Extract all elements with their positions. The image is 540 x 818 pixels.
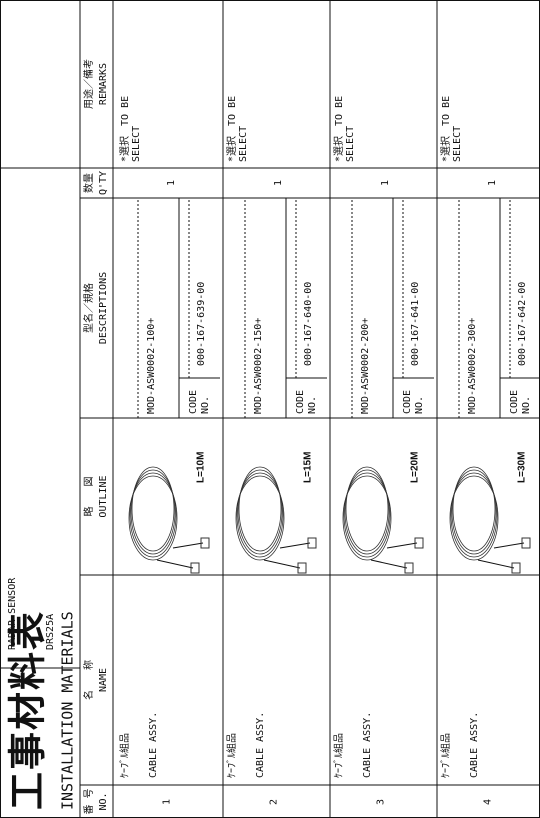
connector xyxy=(200,537,210,549)
cable-coil xyxy=(131,466,175,552)
code-label: CODE xyxy=(188,390,199,414)
code-label: CODE xyxy=(402,390,413,414)
column-header-ja: 型名／規格 xyxy=(82,283,95,333)
type: MOD-ASW0002-200+ xyxy=(360,318,371,414)
column-header-ja: 数量 xyxy=(82,173,95,193)
connector xyxy=(307,537,317,549)
cable-coil xyxy=(128,475,178,561)
code-label: NO. xyxy=(414,396,425,414)
name-ja: ｹｰﾌﾞﾙ組品 xyxy=(332,733,345,778)
cable-coil xyxy=(449,475,499,561)
column-header-en: REMARKS xyxy=(98,63,109,105)
length-label: L=20M xyxy=(410,452,421,483)
column-header-ja: 名 称 xyxy=(82,660,95,700)
cable-tail xyxy=(263,559,301,569)
remarks: *選択 TO BE xyxy=(118,96,131,162)
type: MOD-ASW0002-150+ xyxy=(253,318,264,414)
code-label: NO. xyxy=(200,396,211,414)
row-no: 2 xyxy=(269,799,280,805)
cable-tail xyxy=(386,542,418,549)
code-label: CODE xyxy=(509,390,520,414)
cable-coil xyxy=(130,469,176,555)
connector xyxy=(521,537,531,549)
cable-coil xyxy=(238,466,282,552)
subtitle: INSTALLATION MATERIALS xyxy=(59,611,77,810)
column-header-ja: 用途／備考 xyxy=(82,59,95,109)
connector xyxy=(511,562,521,574)
length-label: L=10M xyxy=(196,452,207,483)
cable-tail xyxy=(477,559,515,569)
cable-coil xyxy=(345,466,389,552)
row-no: 1 xyxy=(162,799,173,805)
cable-tail xyxy=(279,542,311,549)
qty: 1 xyxy=(273,180,284,186)
name-en: CABLE ASSY. xyxy=(362,712,373,778)
name-ja: ｹｰﾌﾞﾙ組品 xyxy=(225,733,238,778)
cable-coil xyxy=(236,472,284,558)
column-header-en: OUTLINE xyxy=(98,475,109,517)
remarks: *選択 TO BE xyxy=(332,96,345,162)
cable-coil xyxy=(129,472,177,558)
model: DRS25A xyxy=(45,614,56,650)
column-header-en: NO. xyxy=(98,792,109,810)
remarks: SELECT xyxy=(131,126,142,162)
length-label: L=15M xyxy=(303,452,314,483)
name-en: CABLE ASSY. xyxy=(469,712,480,778)
type: MOD-ASW0002-100+ xyxy=(146,318,157,414)
product: RADAR SENSOR xyxy=(7,577,18,650)
length-label: L=30M xyxy=(517,452,528,483)
column-header-en: NAME xyxy=(98,668,109,692)
cable-tail xyxy=(370,559,408,569)
cable-coil xyxy=(343,472,391,558)
code-label: NO. xyxy=(521,396,532,414)
name-en: CABLE ASSY. xyxy=(255,712,266,778)
qty: 1 xyxy=(380,180,391,186)
code-label: NO. xyxy=(307,396,318,414)
column-header-en: DESCRIPTIONS xyxy=(98,272,109,344)
connector xyxy=(404,562,414,574)
qty: 1 xyxy=(487,180,498,186)
cable-tail xyxy=(172,542,204,549)
type: MOD-ASW0002-300+ xyxy=(467,318,478,414)
cable-coil xyxy=(452,466,496,552)
remarks: *選択 TO BE xyxy=(225,96,238,162)
cable-coil xyxy=(235,475,285,561)
connector xyxy=(414,537,424,549)
row-no: 4 xyxy=(483,799,494,805)
name-ja: ｹｰﾌﾞﾙ組品 xyxy=(118,733,131,778)
cable-tail xyxy=(493,542,525,549)
row-no: 3 xyxy=(376,799,387,805)
cable-coil xyxy=(344,469,390,555)
code: 000-167-640-00 xyxy=(303,282,314,366)
cable-coil xyxy=(342,475,392,561)
title: 工事材料表 xyxy=(6,610,50,810)
name-ja: ｹｰﾌﾞﾙ組品 xyxy=(439,733,452,778)
column-header-ja: 略 図 xyxy=(82,477,95,517)
column-header-en: Q'TY xyxy=(98,171,109,195)
cable-coil xyxy=(451,469,497,555)
code: 000-167-639-00 xyxy=(196,282,207,366)
column-header-ja: 番 号 xyxy=(83,788,95,814)
code: 000-167-641-00 xyxy=(410,282,421,366)
cable-coil xyxy=(450,472,498,558)
remarks: SELECT xyxy=(452,126,463,162)
cable-coil xyxy=(237,469,283,555)
remarks: SELECT xyxy=(238,126,249,162)
connector xyxy=(190,562,200,574)
connector xyxy=(297,562,307,574)
name-en: CABLE ASSY. xyxy=(148,712,159,778)
code-label: CODE xyxy=(295,390,306,414)
cable-tail xyxy=(156,559,194,569)
remarks: *選択 TO BE xyxy=(439,96,452,162)
code: 000-167-642-00 xyxy=(517,282,528,366)
qty: 1 xyxy=(166,180,177,186)
remarks: SELECT xyxy=(345,126,356,162)
